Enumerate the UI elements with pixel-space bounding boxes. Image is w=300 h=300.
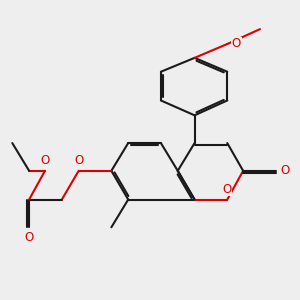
Text: O: O: [223, 183, 232, 196]
Text: O: O: [232, 38, 241, 50]
Text: O: O: [280, 164, 289, 177]
Text: O: O: [25, 231, 34, 244]
Text: O: O: [74, 154, 83, 167]
Text: O: O: [40, 154, 50, 167]
